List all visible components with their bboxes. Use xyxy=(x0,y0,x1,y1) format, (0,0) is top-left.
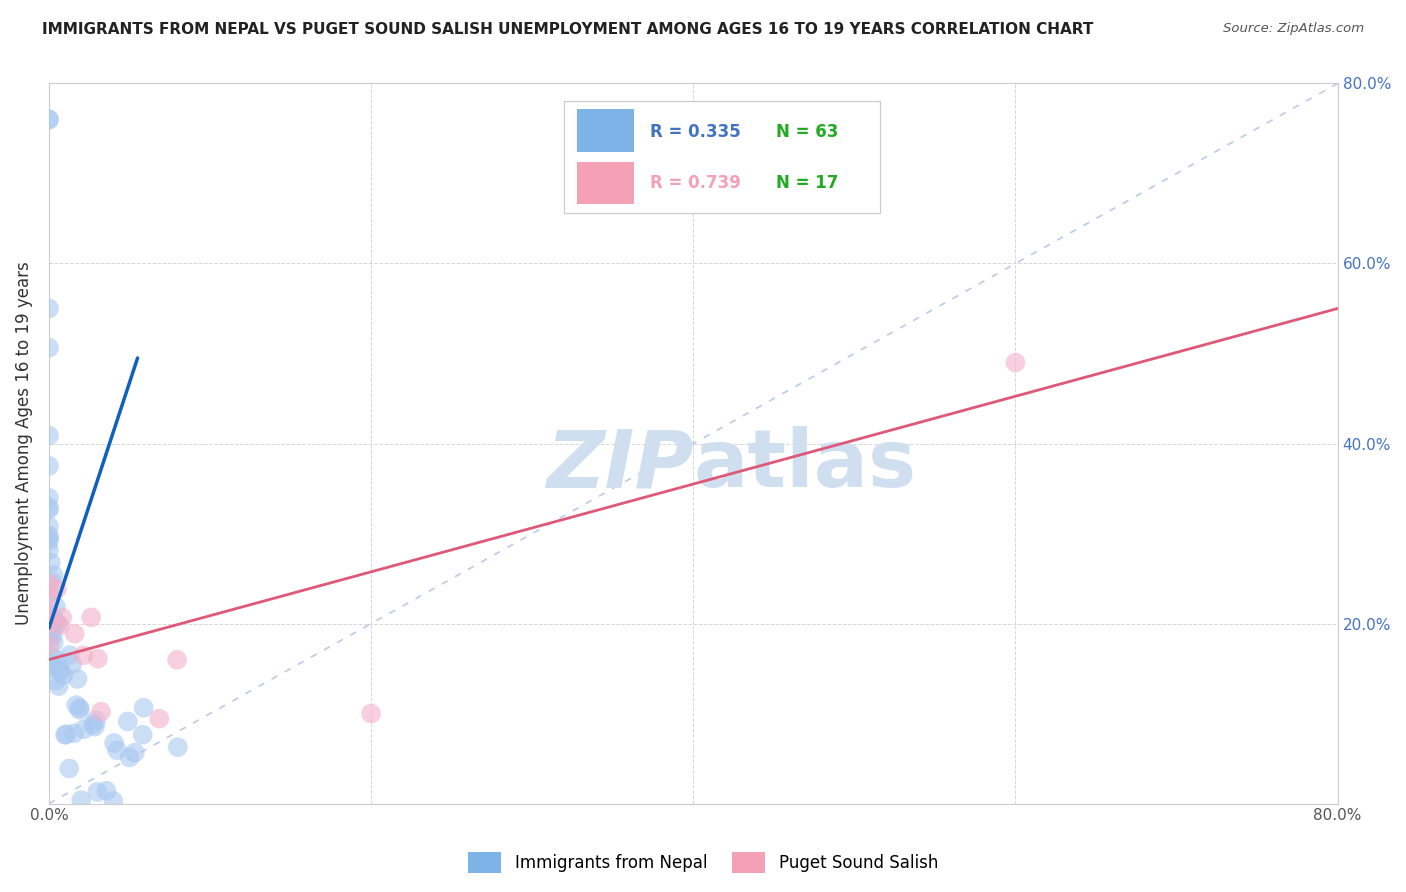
Point xyxy=(38,638,60,652)
Text: Source: ZipAtlas.com: Source: ZipAtlas.com xyxy=(1223,22,1364,36)
Point xyxy=(87,651,110,665)
Point xyxy=(42,615,65,629)
Point xyxy=(48,679,70,693)
Point xyxy=(63,626,86,640)
Point xyxy=(360,706,382,721)
Point xyxy=(38,112,60,127)
Point xyxy=(38,607,60,621)
Point xyxy=(80,610,103,624)
Point xyxy=(41,628,63,642)
Text: IMMIGRANTS FROM NEPAL VS PUGET SOUND SALISH UNEMPLOYMENT AMONG AGES 16 TO 19 YEA: IMMIGRANTS FROM NEPAL VS PUGET SOUND SAL… xyxy=(42,22,1094,37)
Text: ZIP: ZIP xyxy=(546,426,693,504)
Point xyxy=(166,653,188,667)
Point xyxy=(52,668,75,682)
Point xyxy=(38,632,60,646)
Text: atlas: atlas xyxy=(693,426,917,504)
Point xyxy=(166,740,188,755)
Point xyxy=(38,112,60,127)
Point xyxy=(55,727,77,741)
Point xyxy=(45,615,67,629)
Point xyxy=(46,617,69,632)
Point xyxy=(117,714,139,729)
Point xyxy=(44,661,66,675)
Point xyxy=(41,574,63,589)
Point xyxy=(72,648,94,663)
Point xyxy=(42,635,65,649)
Legend: Immigrants from Nepal, Puget Sound Salish: Immigrants from Nepal, Puget Sound Salis… xyxy=(461,846,945,880)
Point xyxy=(38,458,60,473)
Point xyxy=(38,341,60,355)
Point xyxy=(46,653,69,667)
Point xyxy=(65,698,87,712)
Point xyxy=(58,762,80,776)
Y-axis label: Unemployment Among Ages 16 to 19 years: Unemployment Among Ages 16 to 19 years xyxy=(15,261,32,625)
Point xyxy=(59,648,82,662)
Point xyxy=(38,607,60,622)
Point xyxy=(66,672,89,686)
Point xyxy=(38,616,60,631)
Point xyxy=(38,531,60,545)
Point xyxy=(90,705,112,719)
Point xyxy=(96,783,118,797)
Point xyxy=(38,301,60,316)
Point xyxy=(38,542,60,557)
Point xyxy=(132,700,155,714)
Point xyxy=(38,500,60,515)
Point xyxy=(124,746,146,760)
Point xyxy=(82,718,104,732)
Point xyxy=(38,657,60,671)
Point xyxy=(38,576,60,591)
Point xyxy=(38,502,60,516)
Point xyxy=(41,650,63,665)
Point xyxy=(148,712,170,726)
Point xyxy=(38,611,60,625)
Point xyxy=(84,714,107,728)
Point xyxy=(38,491,60,505)
Point xyxy=(49,618,72,632)
Point xyxy=(39,556,62,570)
Point xyxy=(49,664,72,678)
Point xyxy=(103,736,125,750)
Point xyxy=(105,743,128,757)
Point xyxy=(60,657,83,672)
Point xyxy=(38,590,60,604)
Point xyxy=(45,582,67,597)
Point xyxy=(63,726,86,740)
Point xyxy=(73,722,96,736)
Point xyxy=(118,750,141,764)
Point xyxy=(45,599,67,614)
Point xyxy=(53,728,76,742)
Point xyxy=(45,673,67,688)
Point xyxy=(41,620,63,634)
Point xyxy=(51,610,73,624)
Point xyxy=(42,568,65,582)
Point xyxy=(86,785,108,799)
Point xyxy=(48,664,70,678)
Point xyxy=(38,519,60,533)
Point xyxy=(38,428,60,442)
Point xyxy=(38,534,60,549)
Point xyxy=(83,720,105,734)
Point xyxy=(103,794,125,808)
Point xyxy=(132,728,155,742)
Point xyxy=(70,793,93,807)
Point xyxy=(1004,355,1026,369)
Point xyxy=(67,701,90,715)
Point xyxy=(69,703,91,717)
Point xyxy=(38,585,60,599)
Point xyxy=(38,529,60,543)
